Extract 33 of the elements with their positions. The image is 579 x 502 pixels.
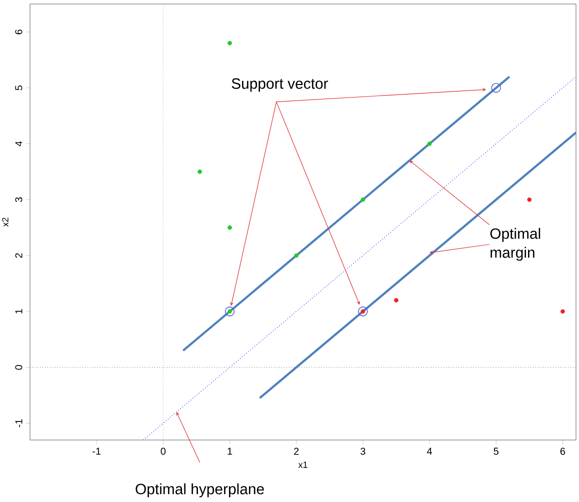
x-axis-title: x1 — [298, 462, 308, 468]
x-tick-label: 0 — [160, 448, 166, 455]
x-tick-label: 1 — [228, 448, 232, 455]
y-axis-title: x2 — [2, 218, 8, 227]
point — [560, 309, 565, 314]
y-tick-label: 1 — [15, 309, 22, 314]
text: Optimal hyperplane — [136, 483, 264, 498]
point — [394, 298, 398, 302]
y-tick-label: 5 — [15, 85, 22, 90]
point — [228, 40, 232, 46]
y-tick-label: 4 — [15, 141, 22, 146]
annotation: Optimal margin — [490, 228, 540, 261]
point — [360, 197, 366, 202]
point — [228, 225, 232, 230]
x-tick-label: 3 — [360, 448, 366, 455]
y-tick-label: -1 — [15, 419, 22, 428]
x-tick-label: 2 — [294, 448, 299, 455]
point — [491, 82, 501, 93]
y-tick-label: 6 — [15, 30, 22, 34]
point — [358, 306, 368, 316]
y-tick-label: 3 — [15, 197, 22, 202]
x-tick-label: 6 — [560, 448, 566, 455]
annotation: Support vector — [232, 78, 328, 92]
point — [224, 306, 235, 316]
point — [294, 253, 299, 258]
x-tick-label: -1 — [92, 448, 101, 455]
x-tick-label: 5 — [494, 448, 498, 455]
point — [198, 170, 202, 174]
y-tick-label: 0 — [15, 364, 22, 370]
y-tick-label: 2 — [15, 253, 22, 258]
x-tick-label: 4 — [426, 448, 432, 455]
point — [427, 142, 432, 146]
point — [527, 197, 532, 202]
